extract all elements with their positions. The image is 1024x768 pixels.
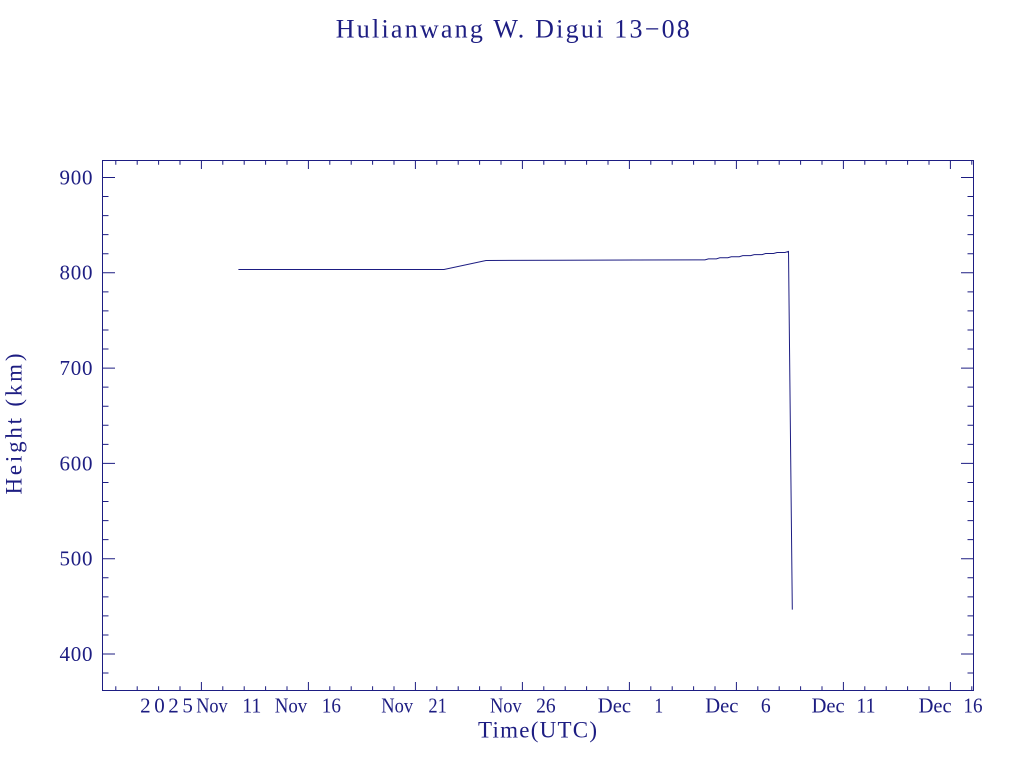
- svg-text:600: 600: [60, 451, 93, 475]
- svg-text:Height (km): Height (km): [2, 354, 27, 495]
- svg-text:1: 1: [654, 693, 663, 717]
- svg-text:26: 26: [536, 693, 556, 717]
- svg-text:Nov: Nov: [381, 693, 413, 717]
- svg-text:11: 11: [856, 693, 875, 717]
- svg-text:700: 700: [60, 356, 93, 380]
- svg-text:800: 800: [60, 261, 93, 285]
- svg-text:11: 11: [242, 693, 261, 717]
- svg-text:400: 400: [60, 642, 93, 666]
- svg-text:Dec: Dec: [919, 693, 952, 717]
- svg-text:500: 500: [60, 547, 93, 571]
- svg-text:6: 6: [761, 693, 771, 717]
- svg-text:Hulianwang W. Digui 13−08: Hulianwang W. Digui 13−08: [336, 15, 690, 44]
- svg-text:Dec: Dec: [705, 693, 738, 717]
- svg-text:Dec: Dec: [598, 693, 631, 717]
- svg-text:Nov: Nov: [490, 693, 522, 717]
- svg-text:Dec: Dec: [812, 693, 845, 717]
- svg-text:900: 900: [60, 165, 93, 189]
- svg-text:Time(UTC): Time(UTC): [478, 718, 597, 743]
- svg-text:21: 21: [428, 693, 447, 717]
- svg-text:Nov: Nov: [196, 693, 228, 717]
- svg-text:Nov: Nov: [275, 693, 308, 717]
- svg-text:16: 16: [963, 693, 982, 717]
- svg-text:16: 16: [322, 693, 341, 717]
